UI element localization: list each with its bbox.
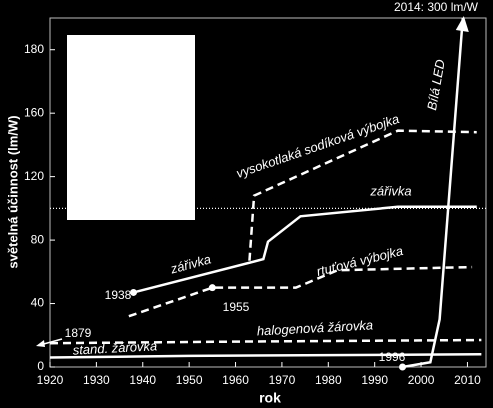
series-line xyxy=(133,205,477,294)
x-tick-label: 1980 xyxy=(315,373,342,387)
x-tick-label: 1950 xyxy=(176,373,203,387)
series-label: halogenová žárovka xyxy=(256,317,373,338)
series-line xyxy=(49,353,482,359)
annotation: 1938 xyxy=(105,288,132,302)
x-tick-label: 1990 xyxy=(361,373,388,387)
annotation: 1879 xyxy=(65,326,92,340)
point xyxy=(208,284,216,292)
y-tick-label: 160 xyxy=(24,105,44,119)
series-label: rtuťová výbojka xyxy=(315,243,404,279)
point xyxy=(399,363,407,371)
x-tick-label: 1960 xyxy=(222,373,249,387)
plot-frame xyxy=(49,17,487,368)
y-axis-label: světelná účinnost (lm/W) xyxy=(5,115,20,268)
y-tick-label: 40 xyxy=(31,296,45,310)
x-tick-label: 2000 xyxy=(408,373,435,387)
series-label: Bílá LED xyxy=(424,58,448,111)
arrowhead xyxy=(455,16,469,32)
blank-box xyxy=(67,35,195,220)
series-line xyxy=(49,338,482,345)
x-tick-label: 1930 xyxy=(83,373,110,387)
annotation: 1996 xyxy=(379,350,406,364)
annotation: 1955 xyxy=(223,300,250,314)
point xyxy=(129,288,137,296)
y-tick-label: 120 xyxy=(24,169,44,183)
annotation: 2014: 300 lm/W xyxy=(394,0,479,14)
series-line xyxy=(402,17,465,369)
series-line xyxy=(248,129,477,261)
annotation-arrowhead xyxy=(36,340,45,347)
series-label: stand. žárovka xyxy=(72,338,157,357)
x-tick-label: 1920 xyxy=(37,373,64,387)
y-tick-label: 80 xyxy=(31,232,45,246)
series-label: vysokotlaká sodíková výbojka xyxy=(234,111,401,181)
x-axis-label: rok xyxy=(259,390,281,406)
x-tick-label: 1970 xyxy=(269,373,296,387)
series-line xyxy=(128,265,473,318)
y-tick-label: 180 xyxy=(24,42,44,56)
series-label: zářivka xyxy=(369,183,411,198)
x-tick-label: 1940 xyxy=(129,373,156,387)
x-tick-label: 2010 xyxy=(454,373,481,387)
y-tick-label: 0 xyxy=(37,359,44,373)
